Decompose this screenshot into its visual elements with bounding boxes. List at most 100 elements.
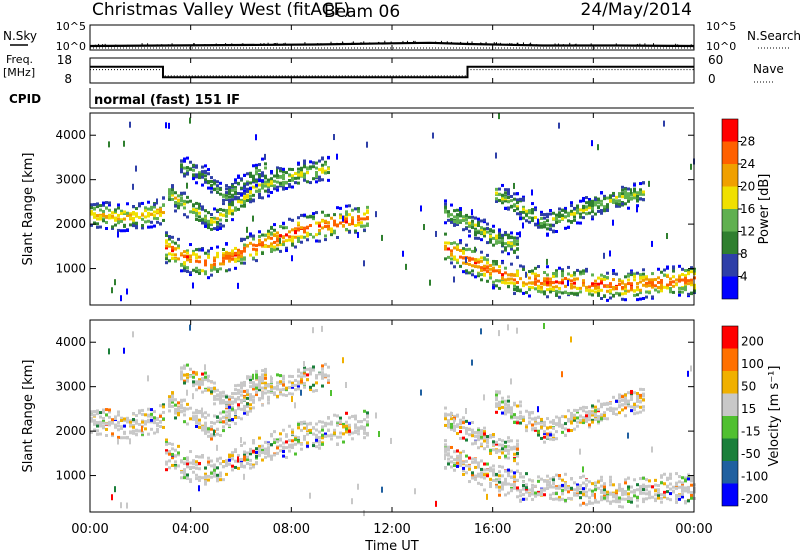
velocity-cell <box>348 416 351 420</box>
power-cell <box>267 183 270 187</box>
velocity-cell <box>267 446 270 450</box>
velocity-cell <box>477 472 480 476</box>
nave-tick-bottom: 0 <box>708 72 716 86</box>
power-cell <box>597 289 600 293</box>
velocity-cell <box>516 445 519 449</box>
power-cell <box>240 198 243 202</box>
power-cell <box>657 285 660 289</box>
velocity-cell <box>459 455 462 459</box>
velocity-cell <box>186 389 188 396</box>
power-cell <box>573 206 576 210</box>
velocity-cell <box>603 485 606 489</box>
velocity-cell <box>102 410 105 414</box>
power-cell <box>651 272 654 276</box>
power-cell <box>468 224 471 228</box>
power-cell <box>270 190 273 194</box>
power-cell <box>321 210 324 214</box>
velocity-cell <box>564 427 567 431</box>
velocity-cell <box>270 390 273 394</box>
velocity-cell <box>330 433 333 437</box>
power-cell <box>483 234 486 238</box>
velocity-cell <box>291 439 294 443</box>
power-cell <box>213 216 216 220</box>
power-cell <box>540 225 543 229</box>
velocity-cell <box>318 420 321 424</box>
power-cell <box>270 177 273 181</box>
velocity-cell <box>690 496 693 500</box>
velocity-cell <box>255 447 258 451</box>
power-cell <box>204 220 207 224</box>
power-cell <box>498 233 501 237</box>
velocity-cell <box>480 471 483 475</box>
power-cell <box>591 293 594 297</box>
velocity-cell <box>567 428 570 432</box>
power-cell <box>204 174 207 178</box>
velocity-cell <box>531 487 534 491</box>
power-cell <box>210 223 213 227</box>
power-cell <box>288 173 291 177</box>
velocity-cell <box>450 465 453 469</box>
y-tick-label: 2000 <box>55 424 86 438</box>
power-cell <box>138 202 141 206</box>
power-cell <box>531 189 533 196</box>
power-cell <box>552 223 555 227</box>
power-cell <box>483 227 486 231</box>
velocity-cell <box>207 388 210 392</box>
power-cell <box>186 249 189 253</box>
velocity-cell <box>378 431 380 438</box>
power-cell <box>444 241 447 245</box>
power-cell <box>279 234 282 238</box>
power-cell <box>519 231 521 238</box>
velocity-cell <box>348 432 351 436</box>
power-cell <box>222 253 225 257</box>
velocity-cell <box>240 381 243 385</box>
velocity-cell <box>573 492 576 496</box>
power-cell <box>501 239 504 243</box>
power-cell <box>627 192 630 196</box>
power-cell <box>213 227 216 231</box>
power-cell <box>90 203 93 207</box>
velocity-cell <box>210 386 213 390</box>
velocity-cell <box>336 414 339 418</box>
power-cell <box>597 282 600 286</box>
velocity-cell <box>147 420 150 424</box>
power-cell <box>213 188 216 192</box>
power-cell <box>459 219 462 223</box>
power-cell <box>582 199 585 203</box>
velocity-cell <box>636 488 639 492</box>
velocity-cell <box>132 423 135 427</box>
power-cell <box>273 245 276 249</box>
velocity-cell <box>189 324 191 331</box>
velocity-cell <box>216 397 219 401</box>
velocity-cell <box>222 465 225 469</box>
power-cell <box>204 216 207 220</box>
power-cell <box>471 249 474 253</box>
power-cell <box>636 285 639 289</box>
power-cell <box>213 259 216 263</box>
power-cell <box>636 298 639 302</box>
power-colorbar-segment <box>722 209 738 232</box>
velocity-cell <box>453 414 456 418</box>
power-cell <box>309 181 312 185</box>
power-cell <box>498 279 501 283</box>
power-cell <box>111 287 113 294</box>
velocity-cell <box>585 490 588 494</box>
velocity-cell <box>345 430 348 434</box>
velocity-cell <box>366 420 369 424</box>
power-colorbar-tick-label: 20 <box>740 180 755 194</box>
velocity-cell <box>594 500 597 504</box>
velocity-cell <box>243 398 246 402</box>
velocity-cell <box>258 453 261 457</box>
power-cell <box>486 270 489 274</box>
velocity-cell <box>660 496 663 500</box>
power-cell <box>675 283 678 287</box>
power-cell <box>675 278 678 282</box>
velocity-cell <box>474 465 477 469</box>
velocity-colorbar-tick-label: 100 <box>741 357 764 371</box>
velocity-cell <box>180 373 183 377</box>
power-cell <box>522 195 525 199</box>
power-cell <box>228 256 231 260</box>
power-cell <box>279 225 282 229</box>
velocity-cell <box>510 439 513 443</box>
velocity-cell <box>246 402 249 406</box>
